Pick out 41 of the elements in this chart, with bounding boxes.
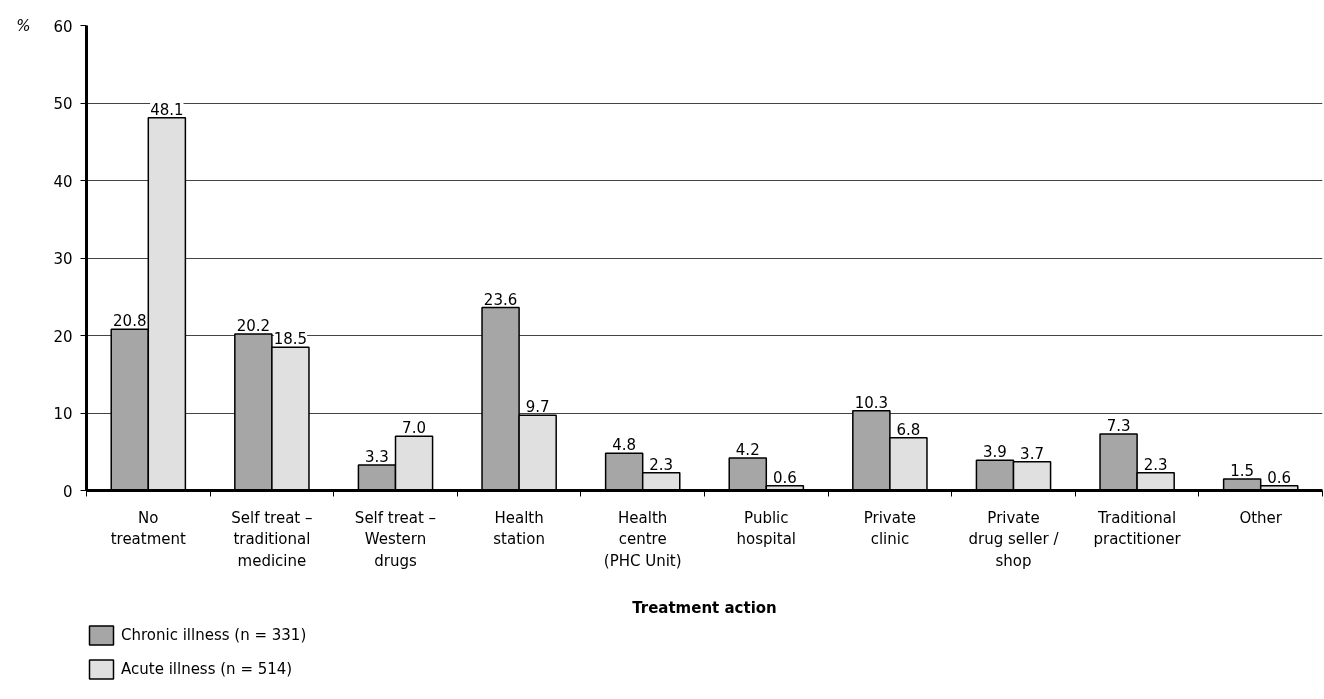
y-tick-label: 40 — [53, 172, 73, 191]
data-label: 4.2 — [735, 440, 760, 459]
data-label: 2.3 — [649, 455, 674, 474]
y-axis-title: % — [16, 16, 31, 35]
data-label: 7.3 — [1106, 416, 1131, 435]
y-tick-label: 30 — [53, 250, 73, 268]
data-label: 20.2 — [236, 316, 271, 335]
data-label: 0.6 — [772, 468, 797, 487]
data-label: 3.7 — [1020, 444, 1044, 463]
data-label: 20.8 — [113, 312, 147, 331]
x-tick-label: Traditional practitioner — [1093, 508, 1182, 549]
x-tick-label: Private clinic — [863, 508, 917, 549]
data-label: 48.1 — [150, 100, 184, 119]
x-tick-label: Health station — [493, 508, 545, 549]
x-tick-label: No treatment — [110, 508, 187, 549]
y-tick-label: 20 — [53, 327, 73, 346]
x-tick-label: Public hospital — [736, 508, 797, 549]
data-label: 18.5 — [273, 330, 308, 349]
y-tick-label: 50 — [53, 95, 73, 113]
data-label: 2.3 — [1143, 455, 1168, 474]
data-label: 23.6 — [483, 290, 518, 309]
data-label: 3.3 — [365, 447, 389, 466]
legend-label: Acute illness (n = 514) — [121, 660, 293, 678]
data-label: 9.7 — [525, 398, 550, 417]
x-tick-label: Self treat – traditional medicine — [231, 508, 313, 570]
x-tick-label: Private drug seller / shop — [968, 508, 1060, 570]
y-tick-label: 10 — [53, 405, 73, 423]
data-label: 3.9 — [983, 443, 1007, 462]
y-tick-label: 0 — [62, 482, 73, 501]
y-tick-label: 60 — [53, 17, 73, 36]
x-tick-label: Health centre (PHC Unit) — [603, 508, 682, 570]
data-label: 1.5 — [1230, 461, 1255, 480]
x-tick-label: Other — [1239, 508, 1283, 527]
x-axis-title: Treatment action — [632, 598, 777, 617]
data-label: 7.0 — [402, 419, 426, 438]
data-label: 10.3 — [854, 393, 889, 412]
legend-label: Chronic illness (n = 331) — [121, 626, 307, 644]
data-label: 6.8 — [896, 420, 921, 439]
data-label: 4.8 — [612, 436, 637, 455]
data-label: 0.6 — [1267, 468, 1292, 487]
x-tick-label: Self treat – Western drugs — [354, 508, 437, 570]
